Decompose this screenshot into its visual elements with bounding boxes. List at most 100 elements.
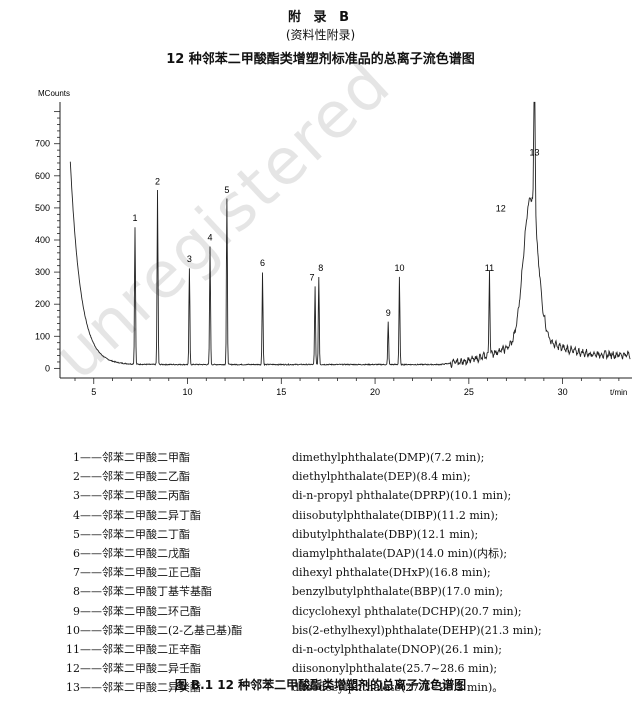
legend-row: 8——邻苯二甲酸丁基苄基酯 benzylbutylphthalate(BBP)(1… xyxy=(50,582,630,601)
legend-number: 5 xyxy=(73,527,80,541)
appendix-title: 12 种邻苯二甲酸酯类增塑剂标准品的总离子流色谱图 xyxy=(166,52,475,67)
legend-english-name: diisononylphthalate(25.7~28.6 min); xyxy=(292,662,498,676)
legend-chinese-name: 邻苯二甲酸二异丁酯 xyxy=(102,508,201,522)
legend-chinese-name: 邻苯二甲酸二甲酯 xyxy=(102,451,190,464)
legend-row: 7——邻苯二甲酸二正己酯 dihexyl phthalate(DHxP)(16.8… xyxy=(50,563,630,582)
x-tick-label: 10 xyxy=(183,387,193,397)
legend-number: 3 xyxy=(73,489,80,503)
legend-dash: —— xyxy=(80,470,102,484)
peak-legend: 1——邻苯二甲酸二甲酯 dimethylphthalate(DMP)(7.2 mi… xyxy=(50,448,630,697)
legend-english-name: diisobutylphthalate(DIBP)(11.2 min); xyxy=(292,508,499,522)
legend-english-name: dicyclohexyl phthalate(DCHP)(20.7 min); xyxy=(292,604,522,618)
legend-row: 2——邻苯二甲酸二乙酯 diethylphthalate(DEP)(8.4 min… xyxy=(50,467,630,486)
legend-dash: —— xyxy=(80,489,102,503)
peak-label: 3 xyxy=(187,254,192,264)
peak-label: 2 xyxy=(155,176,160,186)
y-tick-label: 100 xyxy=(35,331,50,341)
peak-label: 13 xyxy=(529,147,539,157)
legend-chinese-name: 邻苯二甲酸二正辛酯 xyxy=(102,642,201,656)
legend-english-name: dibutylphthalate(DBP)(12.1 min); xyxy=(292,527,479,541)
x-tick-label: 30 xyxy=(558,387,568,397)
y-tick-label: 0 xyxy=(45,363,50,373)
legend-row: 9——邻苯二甲酸二环己酯 dicyclohexyl phthalate(DCHP)… xyxy=(50,602,630,621)
legend-number: 12 xyxy=(66,662,80,676)
legend-row: 13——邻苯二甲酸二异癸酯 diisodecylphthalate(27.1~29… xyxy=(50,678,630,697)
legend-english-name: benzylbutylphthalate(BBP)(17.0 min); xyxy=(292,585,504,599)
legend-number: 1 xyxy=(73,451,80,464)
legend-english-name: diamylphthalate(DAP)(14.0 min)(内标); xyxy=(292,546,508,560)
peak-label: 8 xyxy=(318,263,323,273)
legend-chinese-name: 邻苯二甲酸二戊酯 xyxy=(102,546,190,560)
legend-dash: —— xyxy=(80,623,102,637)
y-tick-label: 600 xyxy=(35,171,50,181)
y-tick-label: 200 xyxy=(35,299,50,309)
legend-row: 4——邻苯二甲酸二异丁酯 diisobutylphthalate(DIBP)(11… xyxy=(50,506,630,525)
legend-dash: —— xyxy=(80,451,102,464)
legend-dash: —— xyxy=(80,527,102,541)
x-tick-label: 20 xyxy=(370,387,380,397)
peak-label: 6 xyxy=(260,258,265,268)
x-tick-label: 25 xyxy=(464,387,474,397)
legend-english-name: dimethylphthalate(DMP)(7.2 min); xyxy=(292,451,485,464)
legend-english-name: di-n-propyl phthalate(DPRP)(10.1 min); xyxy=(292,489,512,503)
legend-english-name: diisodecylphthalate(27.1~29.2 min)。 xyxy=(292,681,504,695)
legend-number: 9 xyxy=(73,604,80,618)
y-tick-label: 400 xyxy=(35,235,50,245)
legend-chinese-name: 邻苯二甲酸二环己酯 xyxy=(102,604,201,618)
legend-dash: —— xyxy=(80,681,102,695)
legend-english-name: bis(2-ethylhexyl)phthalate(DEHP)(21.3 mi… xyxy=(292,623,542,637)
legend-number: 13 xyxy=(66,681,80,695)
legend-number: 11 xyxy=(66,642,80,656)
legend-number: 10 xyxy=(66,623,80,637)
chromatogram-trace xyxy=(69,101,631,368)
y-tick-label: 500 xyxy=(35,203,50,213)
legend-chinese-name: 邻苯二甲酸二丁酯 xyxy=(102,527,190,541)
y-tick-label: 700 xyxy=(35,139,50,149)
legend-dash: —— xyxy=(80,566,102,580)
legend-row: 3——邻苯二甲酸二丙酯 di-n-propyl phthalate(DPRP)(1… xyxy=(50,486,630,505)
legend-row: 12——邻苯二甲酸二异壬酯 diisononylphthalate(25.7~28… xyxy=(50,659,630,678)
legend-chinese-name: 邻苯二甲酸二异癸酯 xyxy=(102,681,201,695)
legend-chinese-name: 邻苯二甲酸二丙酯 xyxy=(102,489,190,503)
legend-number: 2 xyxy=(73,470,80,484)
x-axis-label: t/min xyxy=(610,388,627,397)
y-tick-label: 300 xyxy=(35,267,50,277)
legend-chinese-name: 邻苯二甲酸二正己酯 xyxy=(102,566,201,580)
appendix-heading: 附 录 B xyxy=(288,10,353,25)
legend-english-name: di-n-octylphthalate(DNOP)(26.1 min); xyxy=(292,642,502,656)
legend-chinese-name: 邻苯二甲酸二乙酯 xyxy=(102,470,190,484)
peak-label: 4 xyxy=(208,232,213,242)
legend-row: 5——邻苯二甲酸二丁酯 dibutylphthalate(DBP)(12.1 mi… xyxy=(50,525,630,544)
figure-caption: 图 B.1 12 种邻苯二甲酸酯类增塑剂的总离子流色谱图 xyxy=(174,678,467,692)
chromatogram-chart: 5 10 15 20 25 300100200300400500600700MCounts… xyxy=(35,89,632,397)
legend-row: 1——邻苯二甲酸二甲酯 dimethylphthalate(DMP)(7.2 mi… xyxy=(50,448,630,467)
legend-row: 6——邻苯二甲酸二戊酯 diamylphthalate(DAP)(14.0 min… xyxy=(50,544,630,563)
legend-number: 4 xyxy=(73,508,80,522)
legend-dash: —— xyxy=(80,508,102,522)
legend-english-name: diethylphthalate(DEP)(8.4 min); xyxy=(292,470,471,484)
legend-dash: —— xyxy=(80,642,102,656)
legend-chinese-name: 邻苯二甲酸二(2-乙基己基)酯 xyxy=(102,623,243,637)
legend-row: 10——邻苯二甲酸二(2-乙基己基)酯 bis(2-ethylhexyl)phth… xyxy=(50,621,630,640)
legend-english-name: dihexyl phthalate(DHxP)(16.8 min); xyxy=(292,566,491,580)
y-axis-label: MCounts xyxy=(38,89,70,98)
peak-label: 9 xyxy=(386,308,391,318)
legend-number: 6 xyxy=(73,546,80,560)
legend-number: 7 xyxy=(73,566,80,580)
peak-label: 1 xyxy=(133,213,138,223)
appendix-type: (资料性附录) xyxy=(285,28,356,42)
legend-row: 11——邻苯二甲酸二正辛酯 di-n-octylphthalate(DNOP)(2… xyxy=(50,640,630,659)
peak-label: 12 xyxy=(496,204,506,214)
x-tick-label: 5 xyxy=(91,387,96,397)
legend-chinese-name: 邻苯二甲酸丁基苄基酯 xyxy=(102,585,212,599)
peak-label: 11 xyxy=(485,263,494,273)
legend-number: 8 xyxy=(73,585,80,599)
legend-chinese-name: 邻苯二甲酸二异壬酯 xyxy=(102,662,201,676)
peak-label: 10 xyxy=(394,263,404,273)
legend-dash: —— xyxy=(80,604,102,618)
legend-dash: —— xyxy=(80,546,102,560)
legend-dash: —— xyxy=(80,585,102,599)
peak-label: 5 xyxy=(224,185,229,195)
legend-dash: —— xyxy=(80,662,102,676)
x-tick-label: 15 xyxy=(276,387,286,397)
